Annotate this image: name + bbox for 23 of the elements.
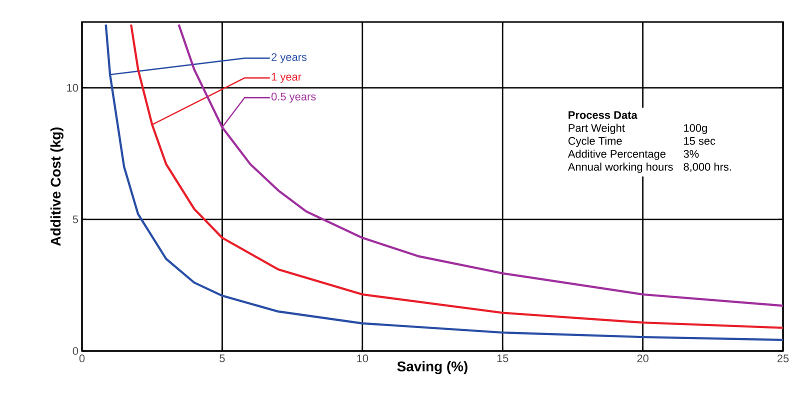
annotation: 8,000 hrs. (684, 162, 731, 172)
x-tick-label: 20 (637, 354, 648, 362)
y-axis-title: Additive Cost (kg) (50, 128, 64, 246)
text: 1 year (272, 73, 302, 83)
y-tick-label: 5 (72, 216, 78, 224)
x-tick-label: 5 (220, 354, 225, 362)
x-tick-label: 15 (497, 354, 508, 362)
annotation: 15 sec (684, 137, 716, 145)
annotation: Part Weight (568, 124, 625, 134)
x-axis-title: Saving (%) (397, 361, 468, 374)
y-tick-label: 10 (67, 84, 78, 92)
annotation: Process Data (568, 111, 638, 119)
annotation: Annual working hours (568, 162, 673, 173)
y-tick-label: 0 (72, 347, 78, 355)
annotation: Cycle Time (568, 136, 622, 147)
text: 2 years (272, 53, 307, 64)
text: 0.5 years (271, 92, 316, 103)
annotation: Additive Percentage (568, 150, 666, 160)
annotation: 100g (684, 124, 707, 134)
x-tick-label: 10 (357, 354, 368, 362)
x-tick-label: 25 (777, 354, 789, 362)
x-tick-label: 0 (79, 354, 85, 362)
annotation: 3% (684, 150, 699, 158)
